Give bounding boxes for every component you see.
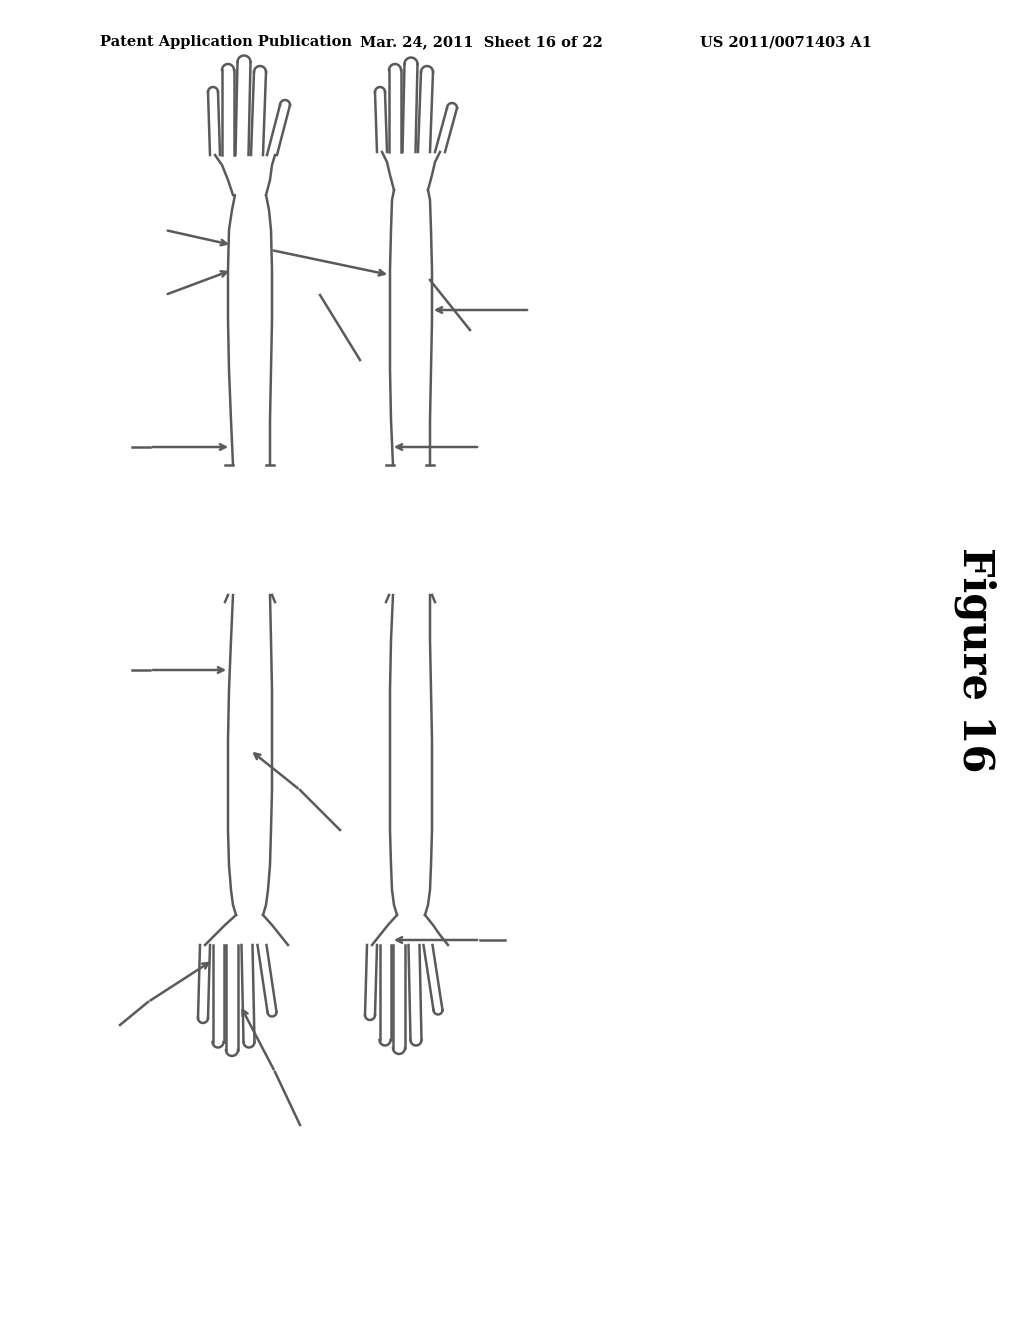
Text: Mar. 24, 2011  Sheet 16 of 22: Mar. 24, 2011 Sheet 16 of 22 bbox=[360, 36, 603, 49]
Text: Figure 16: Figure 16 bbox=[953, 548, 996, 772]
Text: US 2011/0071403 A1: US 2011/0071403 A1 bbox=[700, 36, 872, 49]
Text: Patent Application Publication: Patent Application Publication bbox=[100, 36, 352, 49]
